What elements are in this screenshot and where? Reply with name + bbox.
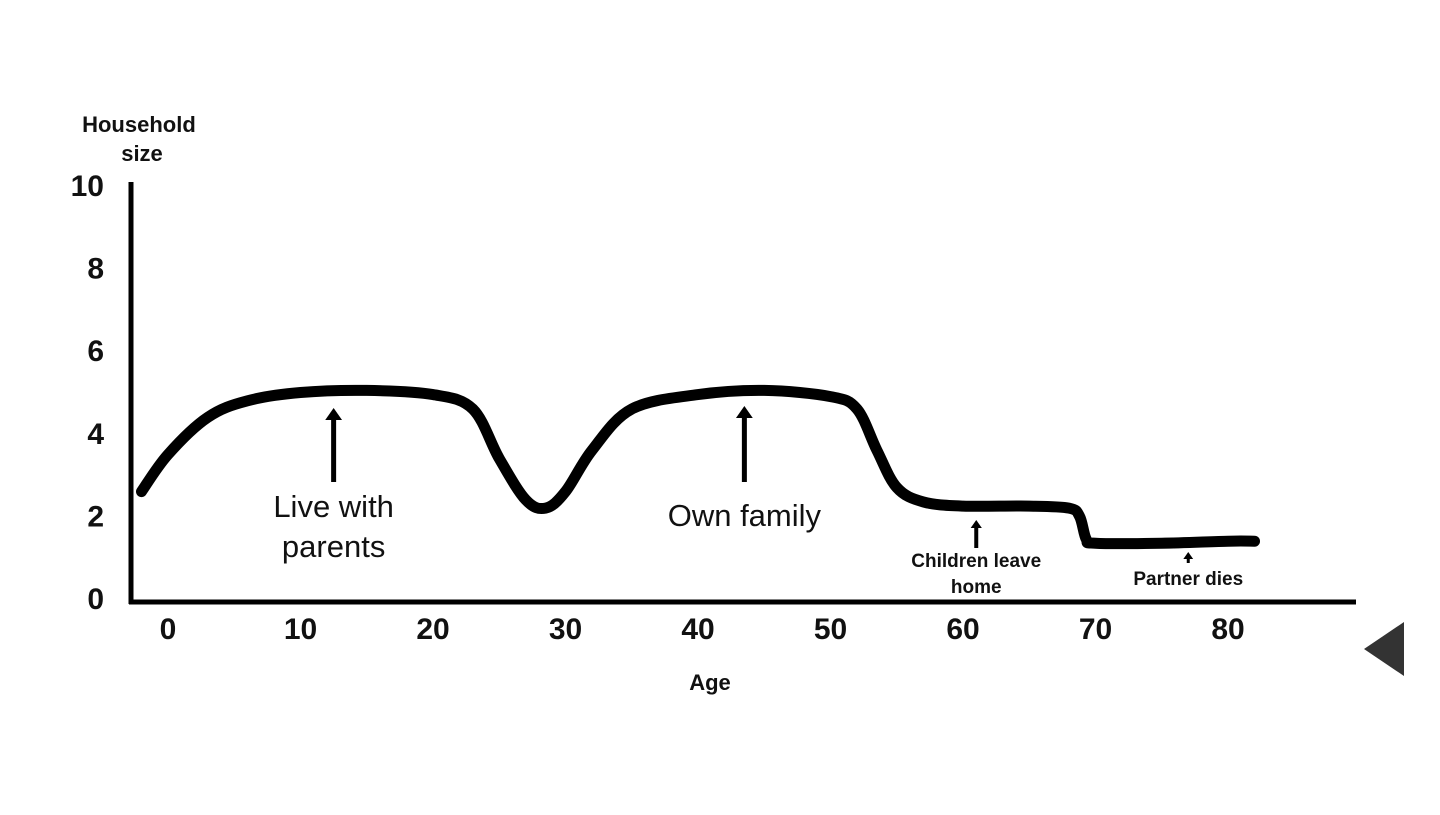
x-tick-label: 50	[814, 613, 847, 646]
y-tick-labels: 0 2 4 6 8 10	[71, 170, 105, 616]
y-tick-label: 0	[87, 583, 104, 616]
annotation-arrowhead	[970, 520, 982, 528]
y-tick-label: 4	[87, 418, 104, 451]
annotation-label: parents	[282, 529, 385, 564]
x-tick-label: 60	[946, 613, 979, 646]
annotation-label: Partner dies	[1133, 569, 1243, 590]
x-tick-label: 30	[549, 613, 582, 646]
y-tick-label: 8	[87, 253, 104, 286]
annotations: Live with parents Own family Children leave…	[273, 406, 1243, 598]
annotation-label: Children leave	[911, 551, 1041, 572]
x-tick-label: 20	[416, 613, 449, 646]
x-tick-label: 10	[284, 613, 317, 646]
x-tick-label: 40	[681, 613, 714, 646]
annotation-label: Own family	[668, 498, 822, 533]
annotation-label: Live with	[273, 489, 394, 524]
y-tick-label: 2	[87, 500, 104, 533]
household-size-line	[136, 384, 1260, 550]
triangle-left-icon[interactable]	[1364, 622, 1404, 676]
y-tick-label: 10	[71, 170, 104, 203]
x-tick-label: 80	[1211, 613, 1244, 646]
x-axis-label: Age	[689, 670, 731, 695]
annotation-label: home	[951, 577, 1002, 598]
annotation-arrowhead	[1183, 552, 1194, 559]
annotation-arrowhead	[735, 406, 753, 418]
x-tick-label: 70	[1079, 613, 1112, 646]
annotation-arrowhead	[325, 408, 343, 420]
x-tick-label: 0	[160, 613, 177, 646]
y-tick-label: 6	[87, 335, 104, 368]
x-tick-labels: 0 10 20 30 40 50 60 70 80	[160, 613, 1245, 646]
y-axis-label: Household size	[82, 112, 202, 166]
